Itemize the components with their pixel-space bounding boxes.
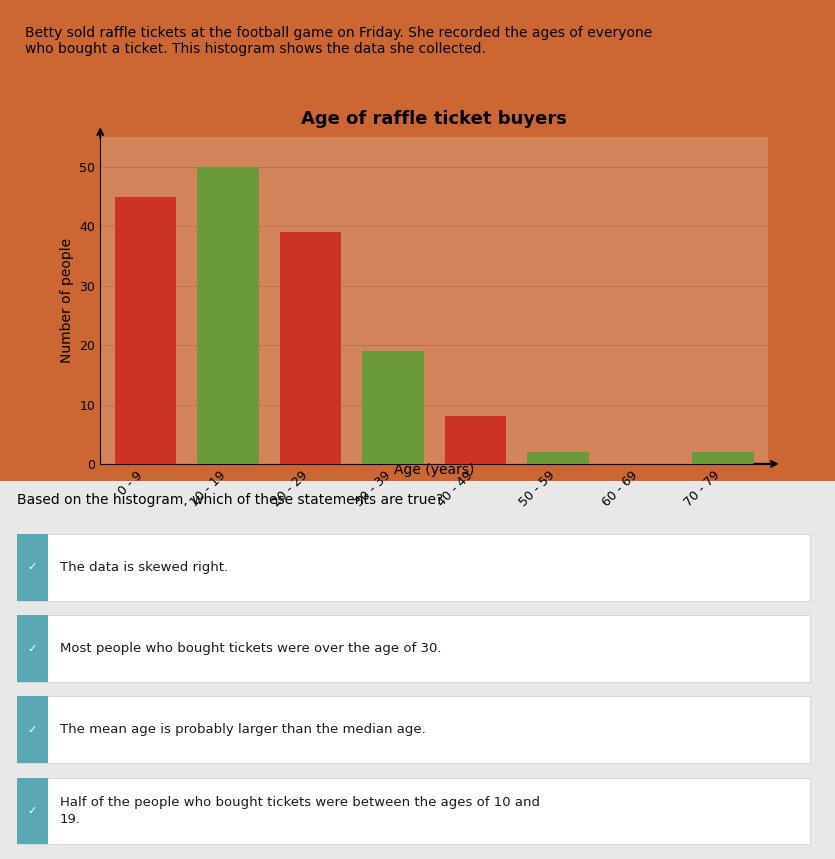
Bar — [280, 233, 342, 464]
Text: ✓: ✓ — [28, 643, 37, 654]
Title: Age of raffle ticket buyers: Age of raffle ticket buyers — [301, 110, 567, 127]
Bar — [17, 534, 48, 600]
Text: Betty sold raffle tickets at the football game on Friday. She recorded the ages : Betty sold raffle tickets at the footbal… — [25, 26, 652, 56]
Bar — [17, 615, 48, 682]
Bar — [17, 777, 810, 844]
Bar — [17, 534, 810, 600]
Bar — [17, 615, 810, 682]
Text: ✓: ✓ — [28, 563, 37, 572]
Text: The mean age is probably larger than the median age.: The mean age is probably larger than the… — [60, 723, 426, 736]
Text: The data is skewed right.: The data is skewed right. — [60, 561, 228, 574]
Text: Most people who bought tickets were over the age of 30.: Most people who bought tickets were over… — [60, 642, 442, 655]
Text: Age (years): Age (years) — [394, 463, 474, 477]
Bar — [17, 697, 810, 763]
Text: ✓: ✓ — [28, 806, 37, 816]
Bar — [114, 197, 176, 464]
Text: Half of the people who bought tickets were between the ages of 10 and
19.: Half of the people who bought tickets we… — [60, 796, 540, 826]
Text: Based on the histogram, which of these statements are true?: Based on the histogram, which of these s… — [17, 493, 443, 508]
Bar — [692, 452, 754, 464]
Bar — [17, 777, 48, 844]
Text: ✓: ✓ — [28, 725, 37, 734]
Bar — [197, 168, 259, 464]
Bar — [444, 417, 506, 464]
Bar — [17, 697, 48, 763]
Bar — [362, 351, 424, 464]
Y-axis label: Number of people: Number of people — [60, 238, 73, 363]
Bar — [527, 452, 589, 464]
